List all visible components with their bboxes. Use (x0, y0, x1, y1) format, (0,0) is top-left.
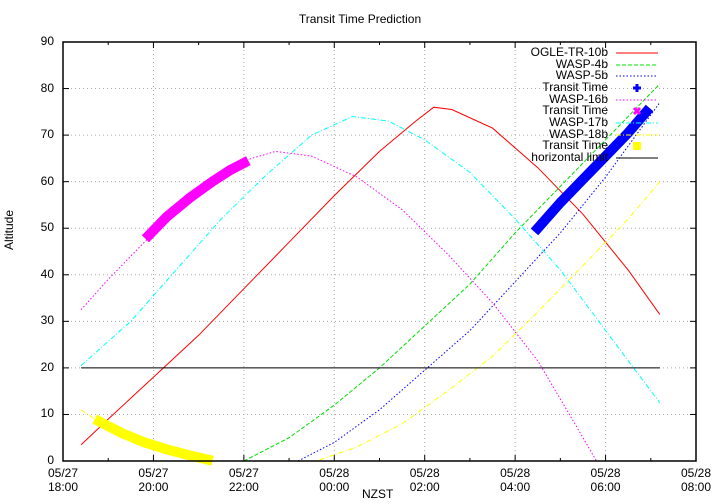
legend-key-icon (616, 140, 658, 151)
y-tick-label: 10 (40, 406, 54, 421)
plot-frame (62, 41, 697, 462)
legend-key-icon (616, 47, 658, 57)
legend-item: horizontal limit (531, 150, 658, 165)
legend-item: OGLE-TR-10b (530, 44, 658, 59)
legend-label: WASP-5b (555, 68, 608, 83)
legend-label: WASP-16b (549, 91, 608, 106)
legend-item: WASP-17b (531, 114, 658, 129)
series-ogle-tr-10b (80, 106, 661, 446)
y-tick-label: 30 (40, 313, 54, 328)
y-tick-label: 70 (40, 127, 54, 142)
x-tick-label: 05/28 00:00 (319, 466, 350, 494)
legend-label: Transit Time (542, 79, 608, 94)
y-tick-label: 80 (40, 80, 54, 95)
legend-label: horizontal limit (531, 150, 608, 165)
transit-segment-wasp-18b (92, 414, 214, 466)
legend-item: Transit Time (531, 79, 658, 94)
legend-key-icon (616, 94, 658, 104)
x-tick-label: 05/28 06:00 (590, 466, 621, 494)
legend-key-icon (616, 129, 658, 139)
legend-item: WASP-5b (531, 68, 658, 83)
y-tick-label: 60 (40, 173, 54, 188)
series-wasp-4b (243, 83, 661, 462)
transit-segment-wasp-16b (141, 156, 251, 243)
x-tick-label: 05/28 08:00 (680, 466, 712, 494)
legend-item: Transit Time (531, 138, 658, 153)
x-tick-label: 05/27 22:00 (228, 466, 259, 494)
legend-item: WASP-18b (531, 126, 658, 141)
y-tick-label: 50 (40, 220, 54, 235)
x-axis-label: NZST (362, 487, 394, 501)
legend-label: WASP-18b (549, 126, 608, 141)
chart-title: Transit Time Prediction (298, 12, 422, 26)
legend-label: WASP-17b (549, 114, 608, 129)
legend: OGLE-TR-10b WASP-4b WASP-5b Transit Time WAS… (530, 44, 658, 165)
legend-item: WASP-4b (531, 56, 658, 71)
legend-key-icon (616, 70, 658, 80)
x-tick-label: 05/27 20:00 (138, 466, 169, 494)
legend-item: WASP-16b (531, 91, 658, 106)
x-tick-label: 05/27 18:00 (47, 466, 79, 494)
legend-label: Transit Time (542, 138, 608, 153)
legend-label: Transit Time (542, 103, 608, 118)
y-tick-label: 90 (40, 34, 54, 48)
x-tick-label: 05/28 04:00 (500, 466, 531, 494)
legend-key-icon (616, 59, 658, 69)
transit-segment-wasp-5b (530, 104, 654, 236)
legend-item: Transit Time (531, 103, 658, 118)
x-tick-label: 05/28 02:00 (409, 466, 440, 494)
legend-label: OGLE-TR-10b (530, 44, 608, 59)
y-tick-label: 20 (40, 359, 54, 374)
y-tick-label: 40 (40, 266, 54, 281)
legend-key-icon (616, 152, 658, 162)
legend-label: WASP-4b (555, 56, 608, 71)
y-tick-label: 0 (47, 453, 54, 467)
legend-key-icon (616, 105, 658, 116)
legend-key-icon (616, 117, 658, 127)
legend-key-icon (616, 82, 658, 92)
